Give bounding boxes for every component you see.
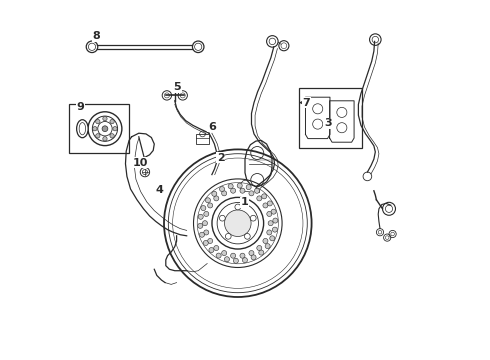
Circle shape — [208, 238, 213, 243]
Circle shape — [243, 258, 247, 263]
Circle shape — [199, 232, 204, 237]
Text: 7: 7 — [302, 98, 310, 108]
Bar — [69, 104, 129, 153]
Circle shape — [221, 191, 227, 196]
Text: 2: 2 — [217, 153, 224, 163]
Circle shape — [272, 227, 277, 232]
Circle shape — [164, 149, 312, 297]
Circle shape — [96, 120, 100, 124]
Circle shape — [240, 188, 245, 193]
Circle shape — [224, 210, 251, 237]
Circle shape — [221, 251, 227, 256]
Circle shape — [110, 134, 114, 138]
Circle shape — [202, 221, 207, 226]
Circle shape — [231, 253, 236, 258]
Circle shape — [212, 191, 217, 196]
Circle shape — [257, 246, 262, 251]
Circle shape — [209, 248, 214, 253]
Bar — [196, 134, 209, 144]
Text: 4: 4 — [155, 185, 163, 195]
Circle shape — [270, 236, 275, 241]
Circle shape — [231, 188, 236, 193]
Circle shape — [93, 127, 97, 131]
Circle shape — [198, 214, 203, 219]
Circle shape — [240, 253, 245, 258]
Circle shape — [265, 244, 270, 249]
Text: 10: 10 — [132, 158, 147, 168]
Circle shape — [220, 186, 224, 192]
Circle shape — [263, 238, 268, 243]
Circle shape — [271, 209, 276, 214]
Circle shape — [102, 126, 108, 132]
Circle shape — [220, 215, 225, 221]
Text: 1: 1 — [241, 197, 248, 207]
Circle shape — [250, 215, 256, 221]
Circle shape — [204, 211, 209, 216]
Text: 6: 6 — [208, 122, 216, 132]
Circle shape — [204, 230, 209, 235]
Circle shape — [113, 127, 117, 131]
Circle shape — [198, 223, 203, 228]
Circle shape — [257, 196, 262, 201]
Circle shape — [263, 203, 268, 208]
Circle shape — [103, 117, 107, 121]
Circle shape — [110, 120, 114, 124]
Circle shape — [201, 206, 206, 211]
Circle shape — [267, 230, 272, 235]
Circle shape — [216, 253, 221, 258]
Circle shape — [267, 211, 272, 216]
Circle shape — [96, 134, 100, 138]
Text: 3: 3 — [324, 118, 332, 128]
Circle shape — [251, 255, 256, 260]
Circle shape — [224, 257, 229, 262]
Ellipse shape — [79, 122, 86, 135]
Circle shape — [262, 194, 267, 199]
Circle shape — [259, 250, 264, 255]
Circle shape — [249, 251, 254, 256]
Circle shape — [237, 183, 242, 188]
Circle shape — [268, 221, 273, 226]
Circle shape — [203, 240, 208, 246]
Circle shape — [205, 198, 211, 203]
Circle shape — [246, 185, 251, 190]
Circle shape — [103, 136, 107, 141]
Circle shape — [273, 218, 278, 223]
Circle shape — [249, 191, 254, 196]
Circle shape — [225, 233, 231, 239]
Circle shape — [233, 258, 239, 263]
Circle shape — [254, 188, 260, 193]
Circle shape — [228, 184, 233, 189]
Bar — [299, 88, 362, 148]
Circle shape — [268, 201, 272, 206]
Ellipse shape — [76, 120, 88, 138]
Circle shape — [208, 203, 213, 208]
Circle shape — [235, 204, 241, 210]
Circle shape — [245, 233, 250, 239]
Circle shape — [214, 196, 219, 201]
Text: 8: 8 — [93, 31, 100, 41]
Text: 9: 9 — [76, 102, 84, 112]
Circle shape — [214, 246, 219, 251]
Text: 5: 5 — [173, 82, 181, 92]
